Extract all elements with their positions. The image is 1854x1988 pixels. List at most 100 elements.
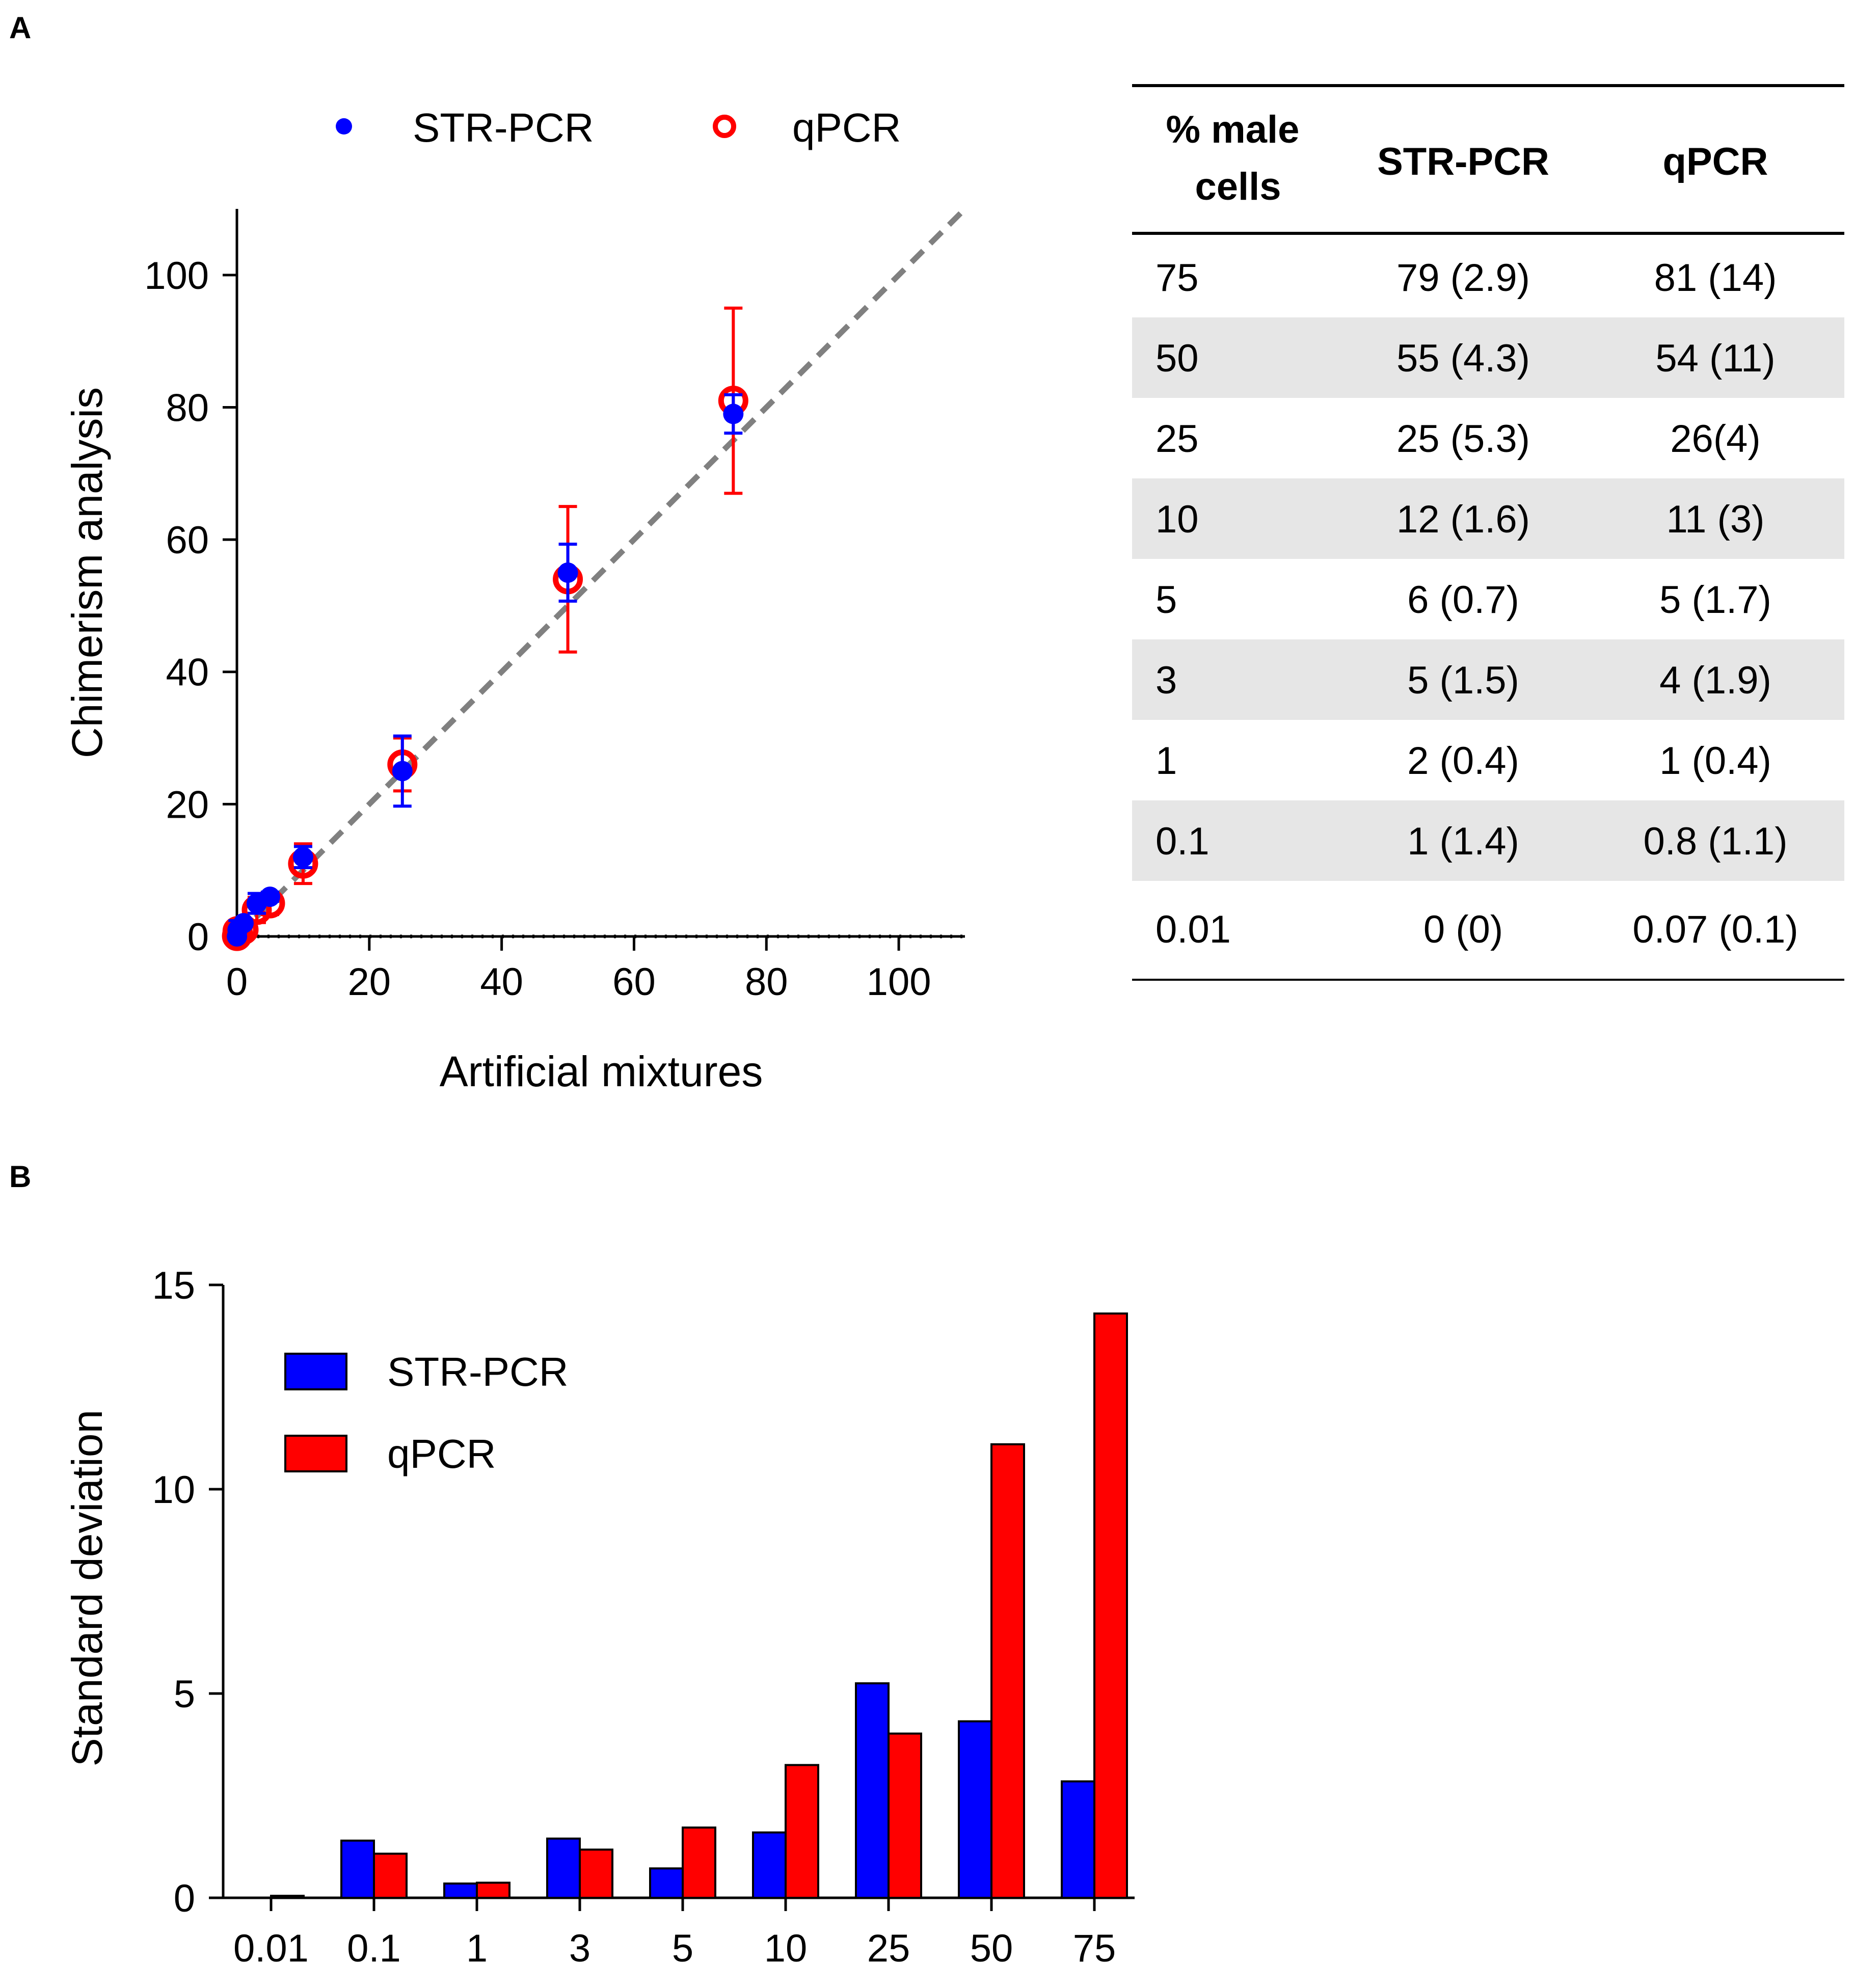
data-point	[259, 886, 280, 907]
table-cell-str: 25 (5.3)	[1396, 417, 1530, 461]
table-cell-male-cells: 75	[1156, 256, 1199, 300]
bar-x-tick-label: 1	[466, 1927, 488, 1970]
bar-str	[752, 1831, 787, 1899]
table-cell-male-cells: 50	[1156, 337, 1199, 380]
table-cell-str: 0 (0)	[1423, 908, 1503, 951]
x-tick-label: 0	[226, 960, 248, 1004]
x-tick-label: 60	[612, 960, 656, 1004]
table-cell-str: 55 (4.3)	[1396, 337, 1530, 380]
data-point	[392, 761, 413, 782]
bar-str	[340, 1839, 375, 1899]
x-tick-label: 80	[745, 960, 788, 1004]
bar-qpcr	[476, 1882, 510, 1899]
table-cell-male-cells: 5	[1156, 578, 1177, 622]
table-row-stripe	[1132, 478, 1844, 559]
bar-str	[649, 1867, 684, 1899]
bar-y-tick-label: 10	[152, 1468, 195, 1512]
table-cell-qpcr: 5 (1.7)	[1659, 578, 1771, 622]
panel-b-label: B	[9, 1160, 31, 1194]
bar-x-tick-label: 75	[1073, 1927, 1116, 1970]
legend-str-marker	[336, 118, 352, 135]
x-tick-label: 40	[480, 960, 523, 1004]
table-cell-qpcr: 0.07 (0.1)	[1632, 908, 1798, 951]
table-stripes	[1132, 317, 1844, 881]
legend-qpcr-label: qPCR	[792, 105, 901, 150]
axis-ticks: 0 20 40 60 80 100 0 20 40 60 80 100	[144, 254, 931, 1004]
table-cell-str: 12 (1.6)	[1396, 498, 1530, 541]
table-cell-qpcr: 4 (1.9)	[1659, 659, 1771, 702]
bar-qpcr	[682, 1826, 716, 1899]
data-point	[723, 404, 744, 424]
table-row-stripe	[1132, 639, 1844, 720]
data-point	[557, 562, 578, 583]
bar-qpcr	[1093, 1312, 1128, 1899]
table-row-stripe	[1132, 317, 1844, 398]
bar-x-tick-label: 3	[569, 1927, 590, 1970]
panel-a-label: A	[9, 11, 31, 45]
x-axis-title: Artificial mixtures	[440, 1047, 763, 1095]
bar-axis-ticks: 0 5 10 15 0.01 0.1 1 3 5 10 25 50 75	[152, 1264, 1116, 1970]
table-cell-male-cells: 10	[1156, 498, 1199, 541]
table-cell-str: 6 (0.7)	[1407, 578, 1519, 622]
bar-y-axis-title: Standard deviation	[63, 1410, 111, 1767]
bar-legend: STR-PCR qPCR	[284, 1349, 569, 1476]
y-tick-label: 100	[144, 254, 209, 298]
table-cell-male-cells: 1	[1156, 739, 1177, 783]
y-axis-title: Chimerism analysis	[63, 387, 111, 758]
bar-qpcr	[785, 1764, 819, 1899]
identity-line	[235, 207, 967, 938]
bar-series	[270, 1312, 1128, 1899]
bar-legend-str-swatch	[284, 1353, 347, 1390]
table-cell-qpcr: 26(4)	[1670, 417, 1760, 461]
bar-qpcr	[888, 1732, 922, 1899]
bar-x-tick-label: 5	[672, 1927, 693, 1970]
bar-str	[958, 1720, 992, 1899]
table-body: 75 79 (2.9) 81 (14) 50 55 (4.3) 54 (11) 25 25 (…	[1156, 256, 1798, 951]
table-cell-qpcr: 11 (3)	[1667, 498, 1765, 541]
table-cell-male-cells: 0.01	[1156, 908, 1231, 951]
bar-x-tick-label: 0.01	[233, 1927, 309, 1970]
bar-str	[443, 1882, 478, 1899]
bar-legend-qpcr-swatch	[284, 1435, 347, 1472]
scatter-chart: STR-PCR qPCR 0 20 40 60 80 100 0 20 40 60 80 100 Ar…	[63, 105, 967, 1095]
table-cell-male-cells: 25	[1156, 417, 1199, 461]
table-row-stripe	[1132, 800, 1844, 881]
bar-x-tick-label: 0.1	[347, 1927, 401, 1970]
bar-qpcr	[579, 1848, 613, 1899]
bar-x-tick-label: 10	[764, 1927, 808, 1970]
data-point	[292, 847, 313, 868]
y-tick-label: 80	[166, 386, 209, 429]
table-cell-str: 2 (0.4)	[1407, 739, 1519, 783]
bar-x-tick-label: 50	[970, 1927, 1013, 1970]
y-tick-label: 40	[166, 651, 209, 694]
bar-chart: 0 5 10 15 0.01 0.1 1 3 5 10 25 50 75 STR-PCR qPCR St…	[63, 1264, 1135, 1970]
table-cell-qpcr: 1 (0.4)	[1659, 739, 1771, 783]
bar-qpcr	[373, 1852, 408, 1899]
bar-x-tick-label: 25	[867, 1927, 910, 1970]
table-cell-male-cells: 3	[1156, 659, 1177, 702]
legend-str-label: STR-PCR	[413, 105, 594, 150]
x-tick-label: 20	[348, 960, 391, 1004]
table-header-qpcr: qPCR	[1663, 140, 1768, 183]
bar-str	[855, 1682, 890, 1899]
x-tick-label: 100	[867, 960, 931, 1004]
bar-y-tick-label: 5	[174, 1673, 195, 1716]
y-tick-label: 20	[166, 783, 209, 826]
bar-y-tick-label: 15	[152, 1264, 195, 1307]
bar-legend-str-label: STR-PCR	[387, 1349, 569, 1394]
table-cell-male-cells: 0.1	[1156, 820, 1210, 863]
table-cell-str: 5 (1.5)	[1407, 659, 1519, 702]
scatter-legend: STR-PCR qPCR	[336, 105, 901, 150]
y-tick-label: 60	[166, 519, 209, 562]
table-cell-qpcr: 0.8 (1.1)	[1643, 820, 1787, 863]
y-tick-label: 0	[187, 916, 209, 959]
table-cell-qpcr: 54 (11)	[1655, 337, 1775, 380]
results-table: % male cells STR-PCR qPCR 75 79 (2.9) 81 (…	[1132, 84, 1844, 981]
bar-str	[546, 1837, 581, 1899]
table-cell-str: 1 (1.4)	[1407, 820, 1519, 863]
bar-qpcr	[990, 1443, 1025, 1899]
data-point	[233, 913, 254, 934]
bar-legend-qpcr-label: qPCR	[387, 1431, 496, 1476]
table-header-male-cells: % male cells	[1166, 108, 1310, 208]
